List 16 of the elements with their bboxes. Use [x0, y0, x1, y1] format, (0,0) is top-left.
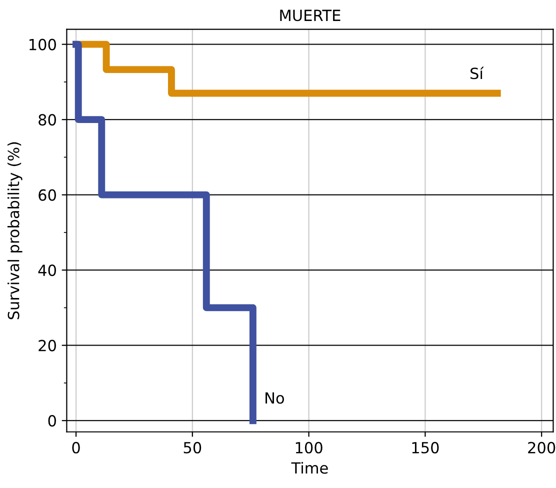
- x-tick-label: 0: [72, 442, 80, 454]
- y-tick-label: 40: [38, 264, 56, 276]
- y-axis-title: Survival probability (%): [7, 142, 22, 320]
- x-tick-label: 100: [296, 442, 322, 454]
- x-axis-title: Time: [291, 462, 328, 474]
- y-tick-label: 20: [38, 340, 56, 352]
- y-tick-label: 100: [30, 38, 56, 50]
- series-label: No: [266, 392, 284, 404]
- series-label: Sí: [470, 66, 484, 80]
- y-tick-label: 0: [48, 415, 56, 427]
- x-tick-label: 150: [412, 442, 439, 454]
- y-tick-label: 80: [38, 114, 56, 126]
- y-tick-label: 60: [38, 189, 56, 201]
- x-tick-label: 200: [528, 442, 556, 454]
- chart-title: MUERTE: [280, 10, 340, 22]
- x-tick-label: 50: [184, 442, 202, 454]
